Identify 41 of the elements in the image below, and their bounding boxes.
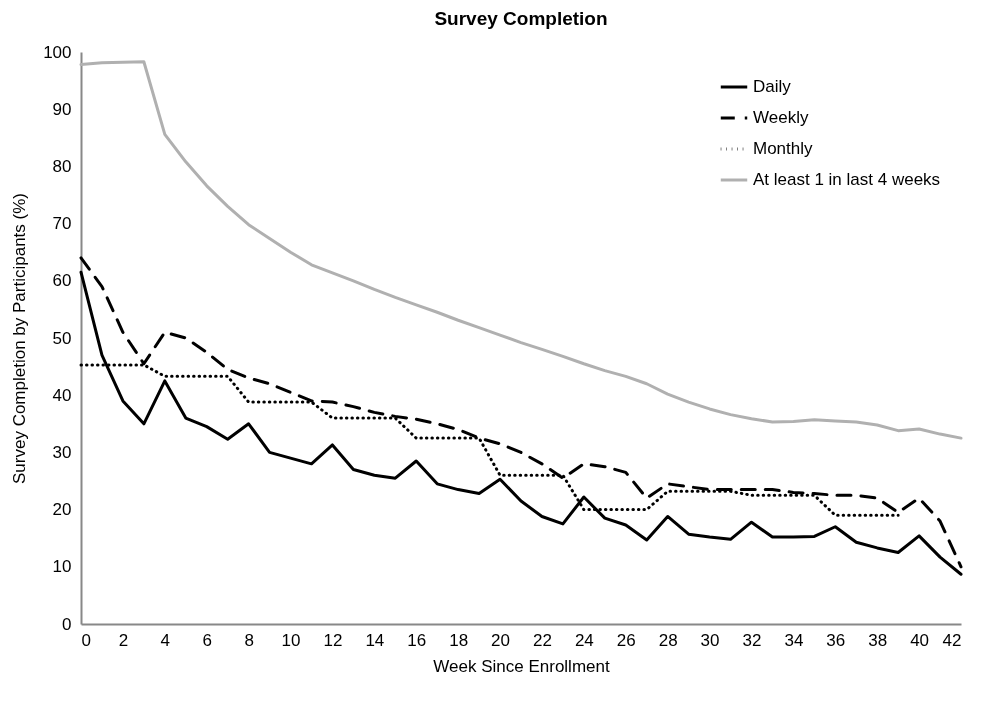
x-tick-label: 38	[868, 630, 888, 650]
x-tick-label: 20	[491, 630, 511, 650]
x-tick-label: 28	[658, 630, 678, 650]
x-tick-label: 22	[532, 630, 552, 650]
x-tick-label: 40	[910, 630, 930, 650]
legend-label: Monthly	[753, 139, 814, 158]
y-tick-label: 10	[52, 557, 72, 577]
x-tick-label: 36	[826, 630, 846, 650]
y-tick-label: 70	[52, 214, 72, 234]
x-tick-label: 16	[407, 630, 427, 650]
x-tick-label: 0	[81, 630, 91, 650]
y-tick-label: 60	[52, 271, 72, 291]
x-tick-label: 24	[574, 630, 594, 650]
y-tick-label: 80	[52, 156, 72, 176]
x-tick-label: 4	[160, 630, 171, 650]
y-tick-label: 50	[52, 328, 72, 348]
y-tick-label: 90	[52, 99, 72, 119]
chart-title: Survey Completion	[434, 8, 608, 29]
x-tick-label: 34	[784, 630, 804, 650]
y-tick-label: 40	[52, 385, 72, 405]
x-tick-label: 42	[942, 630, 962, 650]
x-tick-label: 26	[616, 630, 636, 650]
x-tick-label: 6	[202, 630, 212, 650]
legend-label: Daily	[753, 77, 792, 96]
line-series	[79, 60, 963, 440]
x-tick-label: 12	[323, 630, 343, 650]
legend-label: Weekly	[753, 108, 809, 127]
x-tick-label: 10	[281, 630, 301, 650]
x-axis-title: Week Since Enrollment	[433, 656, 610, 676]
x-tick-label: 14	[365, 630, 385, 650]
x-tick-label: 18	[449, 630, 469, 650]
legend-label: At least 1 in last 4 weeks	[753, 170, 941, 189]
y-tick-label: 100	[43, 42, 72, 62]
y-tick-label: 30	[52, 442, 72, 462]
x-tick-label: 30	[700, 630, 720, 650]
y-axis-title: Survey Completion by Participants (%)	[10, 192, 30, 485]
x-tick-label: 8	[244, 630, 254, 650]
y-tick-label: 20	[52, 500, 72, 520]
y-tick-label: 0	[62, 614, 72, 634]
x-tick-label: 2	[118, 630, 129, 650]
x-tick-label: 32	[742, 630, 762, 650]
